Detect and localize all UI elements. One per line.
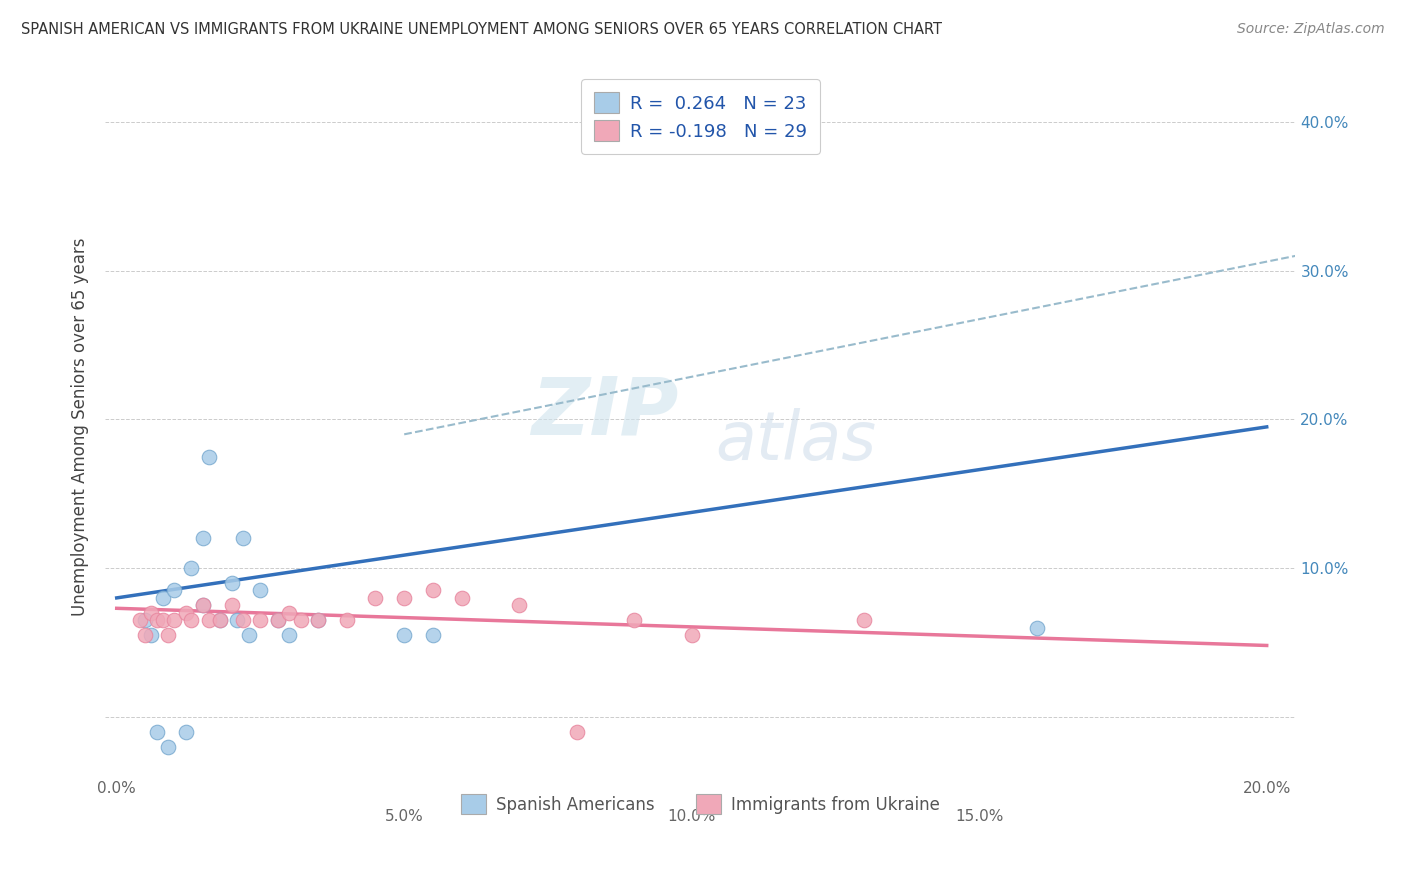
Point — [157, 628, 180, 642]
Point — [249, 613, 271, 627]
Point — [180, 613, 202, 627]
Point — [209, 613, 232, 627]
Text: SPANISH AMERICAN VS IMMIGRANTS FROM UKRAINE UNEMPLOYMENT AMONG SENIORS OVER 65 Y: SPANISH AMERICAN VS IMMIGRANTS FROM UKRA… — [21, 22, 942, 37]
Point — [392, 591, 415, 605]
Point — [508, 599, 530, 613]
Point — [141, 606, 163, 620]
Text: 10.0%: 10.0% — [668, 809, 716, 824]
Point — [267, 613, 290, 627]
Y-axis label: Unemployment Among Seniors over 65 years: Unemployment Among Seniors over 65 years — [72, 237, 89, 616]
Point — [307, 613, 329, 627]
Point — [146, 613, 169, 627]
Point — [209, 613, 232, 627]
Text: atlas: atlas — [716, 408, 876, 474]
Point — [134, 613, 156, 627]
Point — [191, 599, 214, 613]
Point — [307, 613, 329, 627]
Point — [336, 613, 359, 627]
Point — [221, 576, 243, 591]
Point — [152, 591, 174, 605]
Point — [232, 613, 254, 627]
Point — [152, 613, 174, 627]
Point — [1025, 621, 1047, 635]
Point — [191, 532, 214, 546]
Point — [267, 613, 290, 627]
Point — [623, 613, 645, 627]
Point — [134, 628, 156, 642]
Point — [221, 599, 243, 613]
Text: 15.0%: 15.0% — [955, 809, 1004, 824]
Point — [146, 724, 169, 739]
Point — [450, 591, 472, 605]
Point — [232, 532, 254, 546]
Point — [290, 613, 312, 627]
Point — [163, 613, 186, 627]
Point — [364, 591, 387, 605]
Text: ZIP: ZIP — [531, 374, 679, 452]
Point — [278, 606, 301, 620]
Point — [174, 724, 197, 739]
Point — [565, 724, 588, 739]
Point — [174, 606, 197, 620]
Legend: Spanish Americans, Immigrants from Ukraine: Spanish Americans, Immigrants from Ukrai… — [454, 788, 946, 821]
Point — [180, 561, 202, 575]
Point — [191, 599, 214, 613]
Point — [141, 628, 163, 642]
Point — [249, 583, 271, 598]
Point — [238, 628, 260, 642]
Point — [422, 583, 444, 598]
Point — [157, 739, 180, 754]
Text: 5.0%: 5.0% — [385, 809, 423, 824]
Point — [226, 613, 249, 627]
Point — [278, 628, 301, 642]
Point — [422, 628, 444, 642]
Point — [197, 613, 219, 627]
Point — [197, 450, 219, 464]
Point — [853, 613, 876, 627]
Point — [392, 628, 415, 642]
Point — [163, 583, 186, 598]
Text: Source: ZipAtlas.com: Source: ZipAtlas.com — [1237, 22, 1385, 37]
Point — [681, 628, 703, 642]
Point — [128, 613, 150, 627]
